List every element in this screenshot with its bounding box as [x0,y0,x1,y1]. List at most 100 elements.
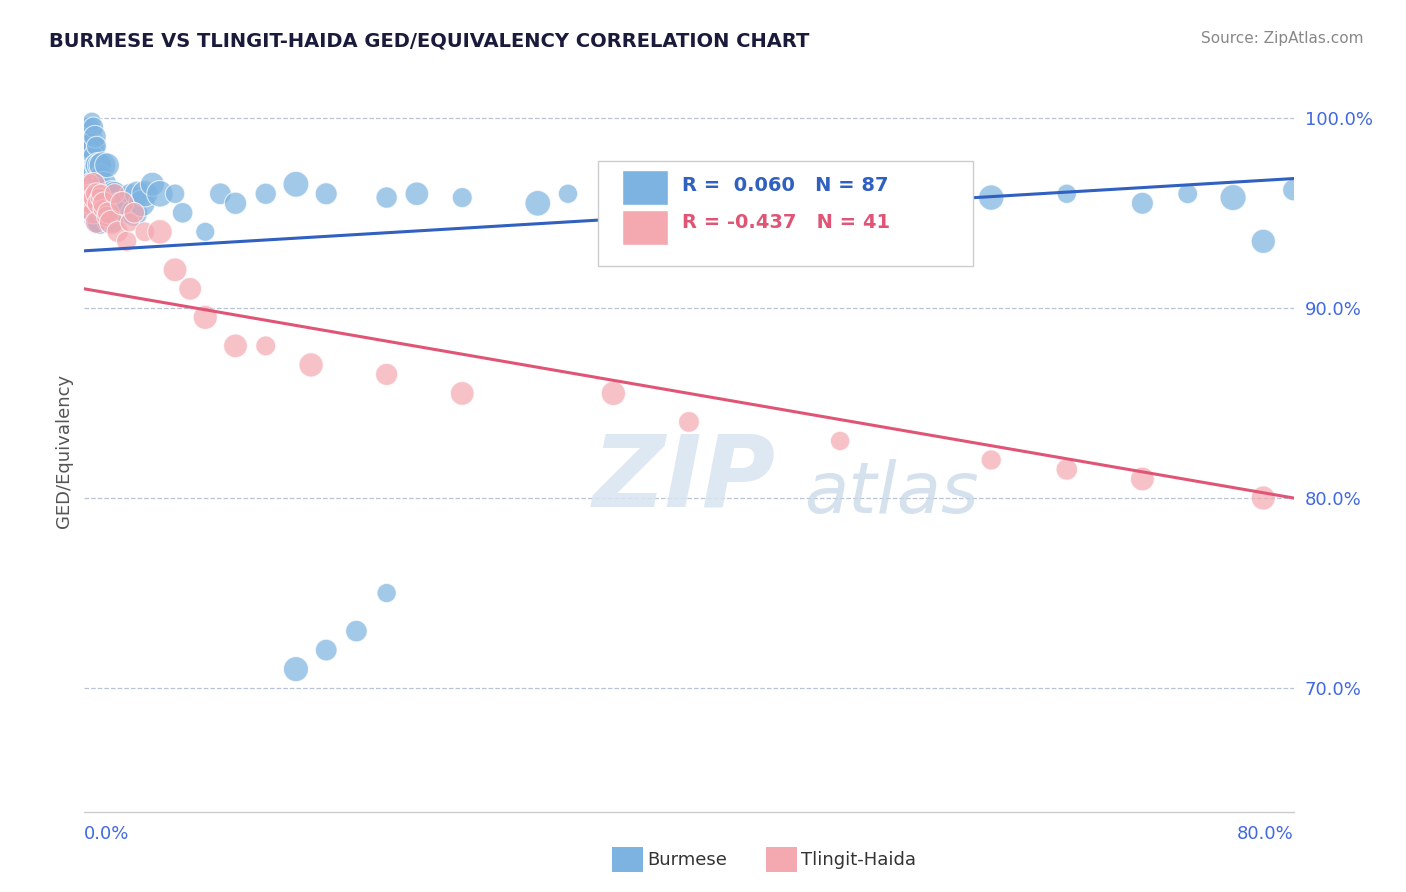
Point [104,186,127,201]
Point [127,186,149,201]
Point [149,186,172,201]
Point [165,186,187,201]
Point [86,186,108,201]
Point [904,190,927,204]
Point [100,215,122,229]
Point [89,158,111,172]
Point [122,206,145,220]
Point [82,120,104,135]
Point [90,196,112,211]
Point [315,643,337,657]
Point [84,158,107,172]
Point [98,206,121,220]
Point [1253,235,1275,249]
Point [87,196,110,211]
Point [91,158,114,172]
Point [723,186,745,201]
Point [254,339,277,353]
Point [118,186,141,201]
Point [104,186,127,201]
Point [90,186,112,201]
Point [141,178,163,192]
Point [76,186,98,201]
Point [315,186,337,201]
Text: Source: ZipAtlas.com: Source: ZipAtlas.com [1201,31,1364,46]
Point [86,215,108,229]
Point [97,206,120,220]
Point [194,310,217,325]
Point [112,196,135,211]
Point [648,190,671,204]
Point [602,386,624,401]
Point [285,178,308,192]
Text: BURMESE VS TLINGIT-HAIDA GED/EQUIVALENCY CORRELATION CHART: BURMESE VS TLINGIT-HAIDA GED/EQUIVALENCY… [49,31,810,50]
Point [82,149,104,163]
Point [90,168,112,182]
Point [131,196,153,211]
Point [1177,186,1199,201]
Point [225,196,247,211]
Point [89,215,111,229]
Point [451,190,474,204]
Point [678,194,700,209]
Point [93,196,115,211]
Point [209,186,232,201]
Point [96,210,118,224]
Point [225,339,247,353]
Point [299,358,322,372]
Point [375,368,398,382]
Text: 80.0%: 80.0% [1237,825,1294,843]
Point [87,158,110,172]
Bar [623,210,668,244]
Point [134,225,156,239]
Point [91,202,114,216]
Point [75,168,97,182]
Point [527,196,550,211]
Point [980,190,1002,204]
Point [75,129,97,144]
Point [76,139,98,153]
Point [77,158,100,172]
Point [84,190,107,204]
Point [80,196,103,211]
Point [1056,186,1078,201]
Point [254,186,277,201]
Point [122,206,145,220]
Point [602,193,624,207]
Text: Burmese: Burmese [647,851,727,869]
Point [172,206,194,220]
Point [96,186,118,201]
Point [79,206,101,220]
Point [115,235,138,249]
Point [100,186,122,201]
Point [980,453,1002,467]
Point [96,215,118,229]
Point [1282,183,1305,197]
Point [93,178,115,192]
Point [94,186,117,201]
Text: atlas: atlas [804,459,979,528]
Point [110,206,132,220]
Point [76,196,98,211]
Point [149,225,172,239]
Point [89,186,111,201]
Point [82,178,104,192]
Point [91,196,114,211]
Point [80,114,103,128]
Point [84,186,107,201]
Point [86,186,108,201]
Point [1253,491,1275,505]
Point [86,139,108,153]
Point [87,186,110,201]
Text: 0.0%: 0.0% [84,825,129,843]
Point [830,183,852,197]
Point [75,186,97,201]
Y-axis label: GED/Equivalency: GED/Equivalency [55,374,73,527]
Point [194,225,217,239]
Point [118,215,141,229]
Text: ZIP: ZIP [592,431,775,528]
Point [84,129,107,144]
Point [93,206,115,220]
Point [87,215,110,229]
Point [451,386,474,401]
